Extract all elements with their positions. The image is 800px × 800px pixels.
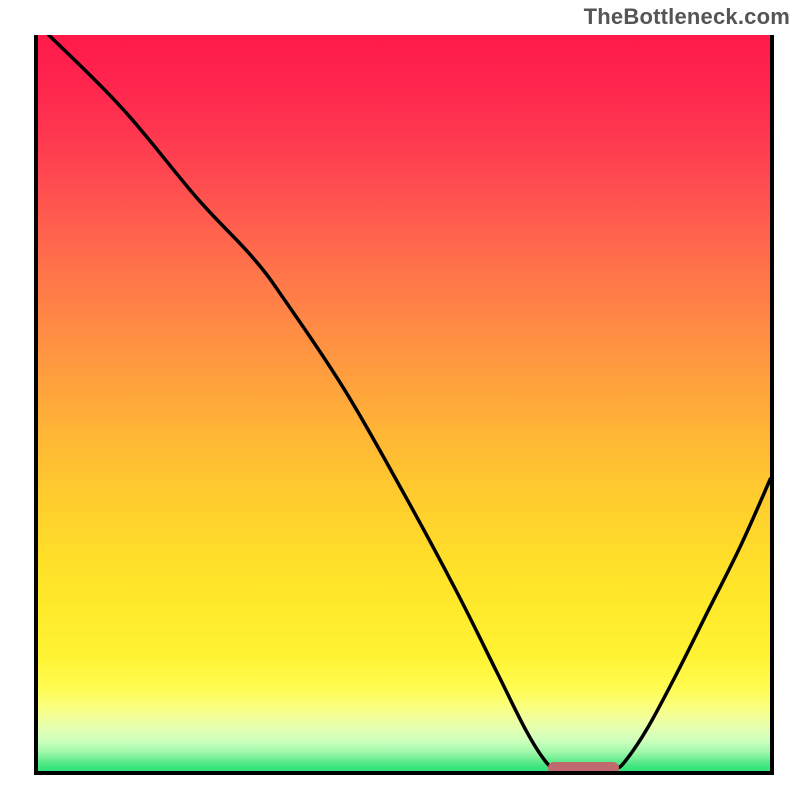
chart-frame: TheBottleneck.com [0, 0, 800, 800]
bottleneck-curve-svg [34, 35, 774, 775]
x-axis-line [34, 771, 774, 775]
y-axis-line [34, 35, 38, 775]
bottleneck-curve-path [49, 35, 771, 772]
watermark-text: TheBottleneck.com [584, 4, 790, 30]
plot-area [34, 35, 774, 775]
right-axis-line [770, 35, 774, 775]
